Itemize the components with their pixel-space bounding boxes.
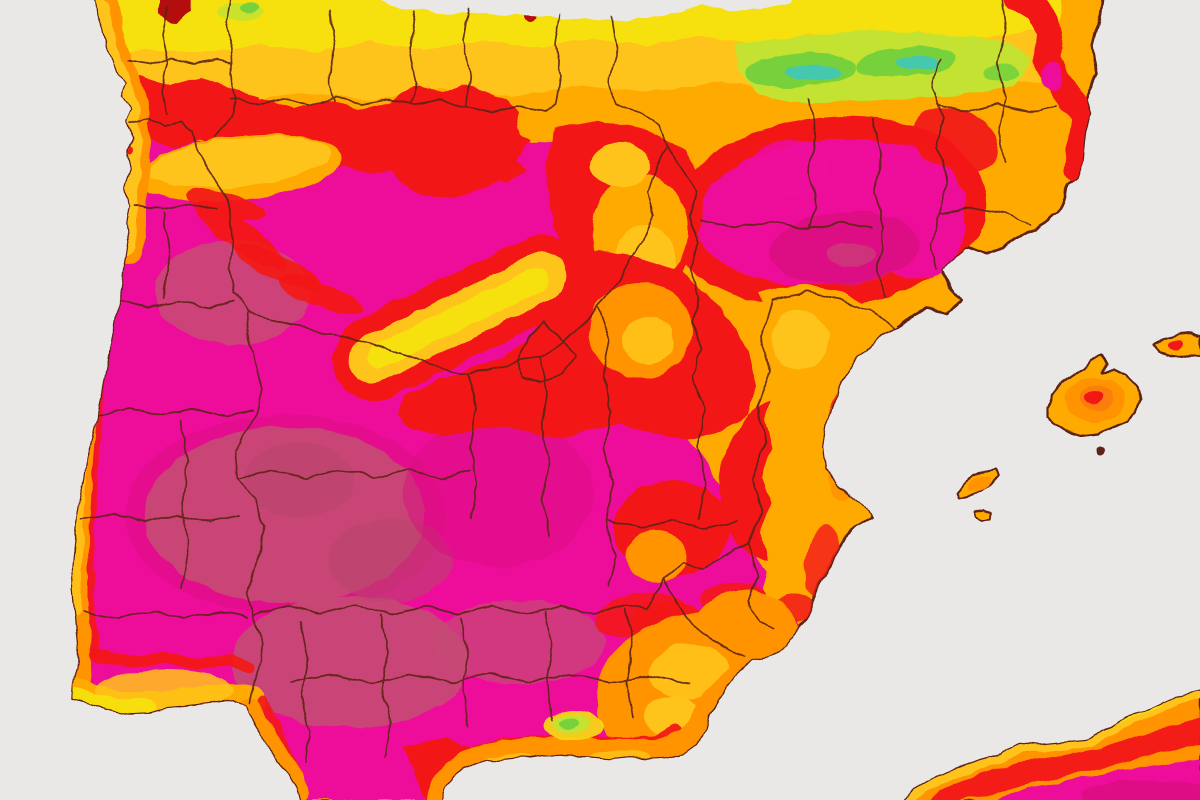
island-cabrera bbox=[1096, 447, 1106, 455]
border-andalusia-inner bbox=[299, 621, 311, 763]
zone-murcia-gold bbox=[650, 644, 730, 700]
zone-catalonia-coast-magenta-spot bbox=[1042, 62, 1062, 90]
border-andalusia-north bbox=[253, 577, 665, 617]
border-aragon-inner bbox=[807, 99, 818, 230]
border-clm-inner bbox=[467, 373, 479, 519]
island-ibiza-orange-core bbox=[968, 475, 992, 493]
border-portugal-inner bbox=[83, 610, 249, 619]
border-andalusia-inner bbox=[289, 673, 691, 685]
zone-galicia-gold-band bbox=[148, 136, 332, 188]
border-portugal-inner bbox=[133, 203, 217, 211]
border-asturias-cantabria bbox=[462, 9, 471, 107]
island-formentera bbox=[973, 508, 993, 521]
border-clm-inner bbox=[539, 355, 550, 537]
iberian-peninsula bbox=[71, 0, 1104, 800]
border-catalonia-inner bbox=[996, 0, 1007, 163]
province-borders bbox=[81, 0, 1057, 763]
border-murcia bbox=[663, 543, 749, 657]
border-clm-inner bbox=[597, 305, 616, 587]
border-andalusia-inner bbox=[544, 611, 554, 721]
border-catalonia-inner bbox=[937, 103, 1057, 113]
border-cantabria-basque bbox=[554, 13, 562, 105]
border-portugal-inner bbox=[179, 419, 190, 589]
border-north-inner bbox=[327, 11, 336, 103]
zone-hot-core-lamancha bbox=[403, 417, 593, 567]
zone-galicia-red-finger bbox=[186, 189, 264, 221]
border-clm-inner bbox=[605, 519, 739, 529]
border-cyl-east-south bbox=[248, 167, 658, 375]
border-portugal-inner bbox=[117, 299, 235, 309]
zone-darkred-blob-coast bbox=[160, 0, 192, 24]
island-menorca-red-spot bbox=[1169, 340, 1183, 350]
map-layers bbox=[71, 0, 1200, 800]
zone-algarve-yellow bbox=[73, 688, 157, 718]
zone-sierranevada-green bbox=[560, 718, 580, 728]
zone-algarve-red-inner bbox=[90, 649, 255, 674]
border-andalusia-inner bbox=[459, 617, 470, 727]
border-cyl-north bbox=[465, 103, 557, 113]
island-mallorca-red-spot bbox=[1085, 392, 1103, 404]
zone-hot-core-darkmauve bbox=[328, 518, 452, 602]
zone-sistema-central-yellow-core bbox=[366, 267, 550, 369]
zone-hot-core-darkmauve bbox=[245, 442, 355, 518]
zone-pyrenees-cyan bbox=[896, 56, 940, 70]
africa-red-band bbox=[930, 718, 1200, 800]
zone-north-yellow-band bbox=[95, 0, 1060, 56]
border-galicia-east bbox=[213, 0, 237, 139]
africa-deepmagenta-core bbox=[1080, 780, 1200, 800]
border-portugal-inner bbox=[97, 407, 253, 417]
border-valencia-north bbox=[771, 291, 894, 329]
zone-se-orange-patch bbox=[626, 530, 686, 582]
border-galicia-inner bbox=[161, 7, 170, 115]
border-extremadura-clm bbox=[237, 469, 472, 479]
zone-valencia-gold-spot bbox=[772, 310, 828, 370]
zone-pyrenees-cyan bbox=[784, 65, 840, 81]
border-aragon-west bbox=[665, 145, 701, 399]
zone-cantabrian-red-bulge bbox=[387, 103, 523, 197]
border-catalonia-inner bbox=[939, 207, 1031, 225]
border-valencia-west bbox=[747, 299, 775, 629]
border-portugal-inner bbox=[81, 513, 241, 523]
zone-ebro-mauve-dot bbox=[825, 243, 875, 267]
zone-coast-green-dot bbox=[240, 3, 260, 13]
border-andalusia-inner bbox=[379, 615, 391, 759]
zone-cuenca-gold-patch bbox=[622, 316, 674, 364]
balearic-islands bbox=[956, 331, 1200, 521]
zone-ebro-magenta-north bbox=[750, 140, 830, 196]
sea-notch-biscay bbox=[370, 0, 797, 21]
zone-hot-core-mauve-east-andalusia bbox=[435, 600, 605, 684]
border-north-inner bbox=[409, 11, 418, 105]
border-aragon-catalonia bbox=[929, 57, 949, 269]
border-madrid bbox=[515, 321, 577, 383]
zone-hot-core-mauve-guadalquivir bbox=[232, 596, 468, 728]
border-portugal-spain bbox=[129, 117, 265, 703]
border-asturias-south bbox=[230, 97, 467, 107]
border-basque-inner bbox=[608, 17, 618, 105]
border-aragon-inner bbox=[873, 119, 885, 297]
zone-rioja-gold-patch bbox=[590, 143, 650, 187]
zone-catalonia-inland-red bbox=[911, 107, 999, 173]
border-galicia-inner bbox=[127, 57, 232, 65]
border-clm-inner bbox=[692, 373, 707, 519]
border-andalusia-inner bbox=[624, 609, 634, 717]
border-cyl-northeast bbox=[614, 103, 667, 169]
zone-pyrenees-green bbox=[982, 64, 1018, 80]
border-portugal-inner bbox=[162, 213, 171, 299]
border-aragon-inner bbox=[699, 219, 873, 230]
zone-galicia-red-finger bbox=[277, 275, 363, 315]
zone-cadiz-orange-strip bbox=[240, 698, 309, 800]
